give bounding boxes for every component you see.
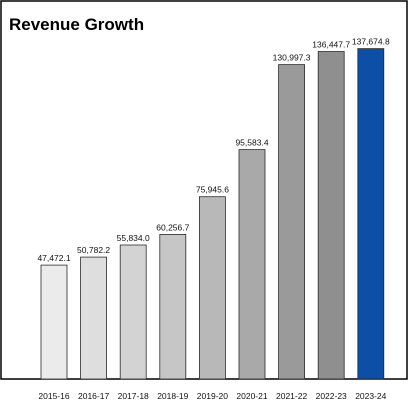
bar-2017-18: [119, 244, 147, 380]
bar-2015-16: [40, 264, 68, 380]
x-tick-label-2015-16: 2015-16: [38, 391, 69, 401]
x-tick-label-2021-22: 2021-22: [276, 391, 307, 401]
value-label-2023-24: 137,674.8: [352, 37, 390, 47]
value-label-2018-19: 60,256.7: [156, 222, 189, 232]
value-label-2016-17: 50,782.2: [77, 245, 110, 255]
value-label-2017-18: 55,834.0: [117, 233, 150, 243]
bar-2023-24: [357, 48, 385, 380]
x-tick-label-2017-18: 2017-18: [118, 391, 149, 401]
x-tick-label-2016-17: 2016-17: [78, 391, 109, 401]
x-tick-label-2022-23: 2022-23: [316, 391, 347, 401]
x-tick-labels-group: 2015-16 2016-17 2017-18 2018-19 2019-20 2020-…: [38, 391, 386, 401]
bar-2020-21: [238, 149, 266, 380]
x-tick-label-2019-20: 2019-20: [197, 391, 228, 401]
bars-group: [40, 48, 385, 380]
value-label-2015-16: 47,472.1: [37, 253, 70, 263]
bar-2019-20: [198, 196, 226, 380]
value-label-2019-20: 75,945.6: [196, 185, 229, 195]
bar-2018-19: [159, 233, 187, 380]
bar-2021-22: [278, 64, 306, 380]
bar-2016-17: [80, 256, 107, 380]
x-tick-label-2023-24: 2023-24: [355, 391, 386, 401]
chart-title: Revenue Growth: [9, 15, 144, 34]
x-tick-label-2018-19: 2018-19: [157, 391, 188, 401]
x-tick-label-2020-21: 2020-21: [236, 391, 267, 401]
bar-2022-23: [317, 51, 345, 380]
value-label-2021-22: 130,997.3: [273, 53, 311, 63]
value-label-2020-21: 95,583.4: [235, 138, 268, 148]
value-labels-group: 47,472.1 50,782.2 55,834.0 60,256.7 75,945.6…: [37, 37, 390, 264]
value-label-2022-23: 136,447.7: [312, 40, 350, 50]
